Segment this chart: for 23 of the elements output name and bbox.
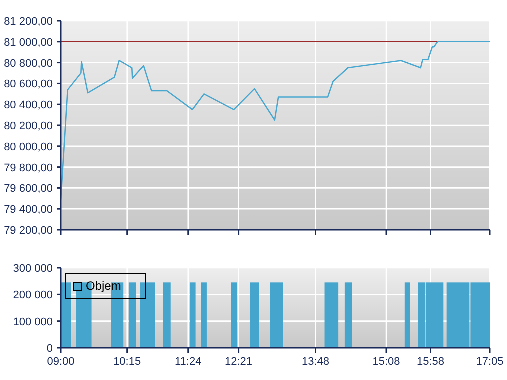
y-tick-label: 80 400,00 [4,100,53,112]
x-tick-label: 12:21 [225,356,253,368]
y-tick-label: 100 000 [13,316,53,328]
y-tick-label: 80 200,00 [4,120,53,132]
y-tick-label: 80 800,00 [4,58,53,70]
x-tick-label: 10:15 [114,356,142,368]
y-tick-label: 0 [46,343,53,355]
y-tick-label: 200 000 [13,290,53,302]
y-tick-label: 80 600,00 [4,78,53,91]
x-tick-label: 15:08 [372,356,400,368]
y-tick-label: 300 000 [13,263,53,275]
y-tick-label: 79 400,00 [4,204,53,216]
x-tick-label: 09:00 [47,356,75,368]
x-tick-label: 11:24 [175,356,202,368]
y-tick-label: 79 200,00 [4,225,53,237]
y-tick-label: 81 000,00 [4,36,53,49]
x-tick-label: 17:05 [476,356,504,368]
y-tick-label: 80 000,00 [4,141,53,154]
y-tick-label: 79 800,00 [4,162,53,174]
x-tick-label: 13:48 [302,356,330,368]
y-tick-label: 79 600,00 [4,183,53,196]
y-tick-label: 81 200,00 [4,16,53,28]
x-tick-label: 15:58 [416,356,445,368]
